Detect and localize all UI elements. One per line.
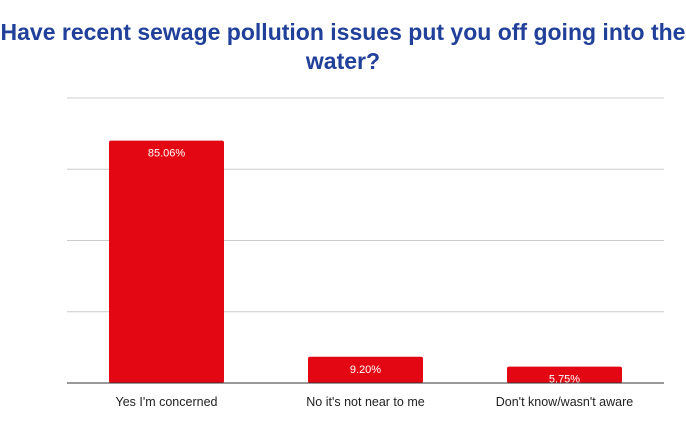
data-label: 85.06% [148,148,186,160]
data-label: 5.75% [549,374,580,386]
bar [308,356,423,383]
x-tick-label: No it's not near to me [306,395,424,409]
x-tick-label: Yes I'm concerned [116,395,218,409]
bar [507,366,622,383]
bar [109,140,224,383]
x-tick-label: Don't know/wasn't aware [496,395,634,409]
chart-title: Have recent sewage pollution issues put … [0,19,686,74]
data-label: 9.20% [350,364,381,376]
